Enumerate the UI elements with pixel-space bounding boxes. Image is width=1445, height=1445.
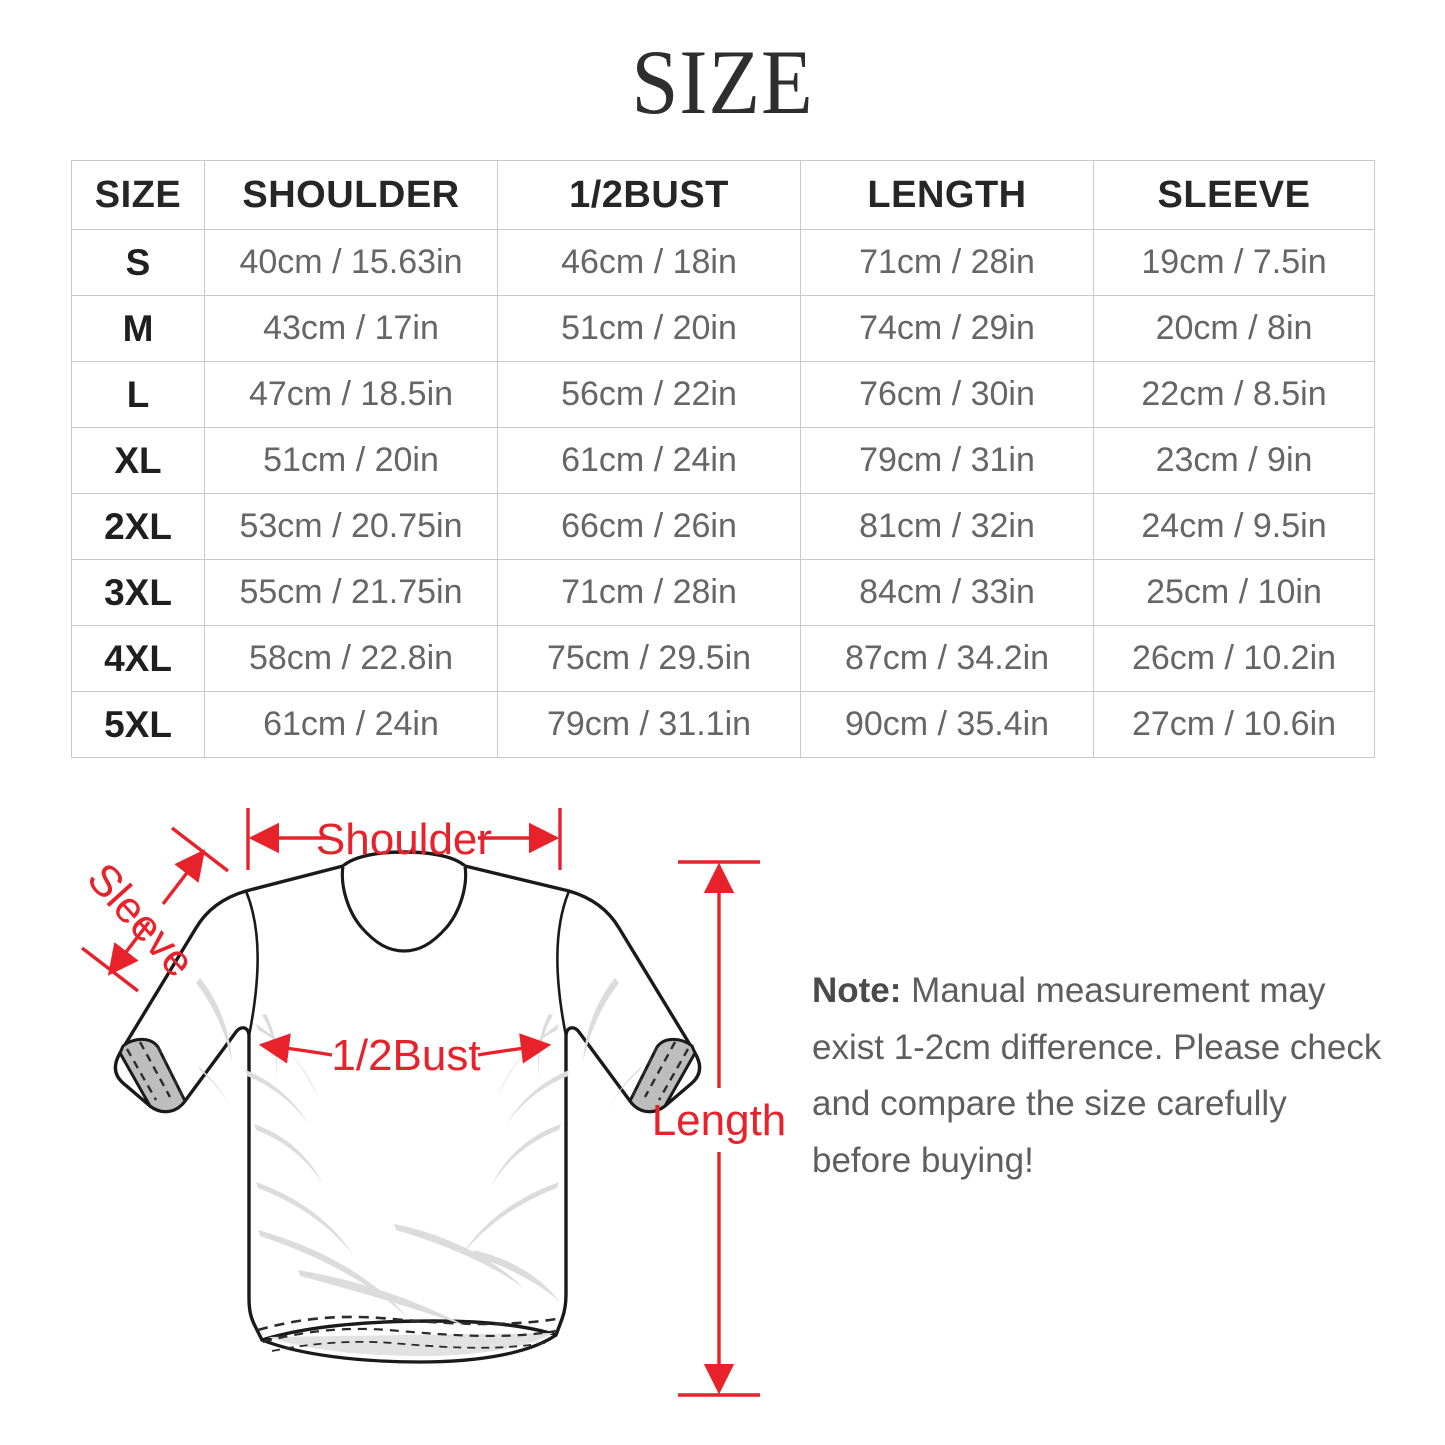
sleeve-cuff-right-hem-1: [657, 1048, 690, 1101]
note-label: Note:: [812, 971, 902, 1010]
bottom-hem-stitch-2: [262, 1327, 557, 1344]
cell-sleeve: 19cm / 7.5in: [1093, 229, 1375, 296]
table-row: L 47cm / 18.5in 56cm / 22in 76cm / 30in …: [71, 361, 1375, 428]
sleeve-cuff-left-hem-3: [157, 1046, 186, 1102]
size-chart-table: SIZE SHOULDER 1/2BUST LENGTH SLEEVE S 40…: [71, 160, 1375, 758]
cell-size: M: [71, 295, 205, 362]
bust-arrow-right: [477, 1033, 552, 1064]
cell-sleeve: 24cm / 9.5in: [1093, 493, 1375, 560]
table-row: M 43cm / 17in 51cm / 20in 74cm / 29in 20…: [71, 295, 1375, 362]
sleeve-tick-upper: [170, 826, 230, 873]
cell-length: 76cm / 30in: [800, 361, 1094, 428]
cell-length: 79cm / 31in: [800, 427, 1094, 494]
cell-size: 2XL: [71, 493, 205, 560]
column-header-size: SIZE: [71, 160, 205, 230]
table-header-row: SIZE SHOULDER 1/2BUST LENGTH SLEEVE: [71, 160, 1375, 230]
collar-outer-edge: [340, 865, 468, 953]
bottom-hem-stitch-1: [257, 1315, 557, 1332]
sleeve-cuff-right-hem-3: [629, 1046, 658, 1102]
cell-bust: 66cm / 26in: [497, 493, 801, 560]
cell-shoulder: 58cm / 22.8in: [204, 625, 498, 692]
cell-size: 4XL: [71, 625, 205, 692]
cell-length: 74cm / 29in: [800, 295, 1094, 362]
table-row: 3XL 55cm / 21.75in 71cm / 28in 84cm / 33…: [71, 559, 1375, 626]
cell-bust: 56cm / 22in: [497, 361, 801, 428]
cell-shoulder: 47cm / 18.5in: [204, 361, 498, 428]
size-chart-container: SIZE SHOULDER 1/2BUST LENGTH SLEEVE S 40…: [71, 160, 1375, 758]
shoulder-label: Shoulder: [316, 815, 492, 864]
cell-shoulder: 51cm / 20in: [204, 427, 498, 494]
bottom-hem-inner: [268, 1333, 553, 1356]
shoulder-seam-right: [556, 890, 571, 1037]
cell-length: 84cm / 33in: [800, 559, 1094, 626]
column-header-shoulder: SHOULDER: [204, 160, 498, 230]
cell-size: L: [71, 361, 205, 428]
cell-bust: 75cm / 29.5in: [497, 625, 801, 692]
cell-length: 81cm / 32in: [800, 493, 1094, 560]
cell-shoulder: 61cm / 24in: [204, 691, 498, 758]
table-row: S 40cm / 15.63in 46cm / 18in 71cm / 28in…: [71, 229, 1375, 296]
column-header-length: LENGTH: [800, 160, 1094, 230]
bust-label: 1/2Bust: [331, 1031, 480, 1080]
cell-sleeve: 27cm / 10.6in: [1093, 691, 1375, 758]
cell-size: 5XL: [71, 691, 205, 758]
tshirt-measurement-diagram: Shoulder Sleeve 1/2Bust Length: [0, 770, 800, 1445]
sleeve-cuff-left-hem-1: [125, 1048, 158, 1101]
shoulder-seam-left: [244, 890, 259, 1037]
fabric-wrinkles: [196, 978, 642, 1326]
note-block: Note: Manual measurement may exist 1-2cm…: [812, 963, 1382, 1190]
sleeve-tick-lower: [80, 946, 140, 993]
cell-sleeve: 25cm / 10in: [1093, 559, 1375, 626]
table-row: 2XL 53cm / 20.75in 66cm / 26in 81cm / 32…: [71, 493, 1375, 560]
column-header-sleeve: SLEEVE: [1093, 160, 1375, 230]
table-row: XL 51cm / 20in 61cm / 24in 79cm / 31in 2…: [71, 427, 1375, 494]
cell-bust: 46cm / 18in: [497, 229, 801, 296]
cell-bust: 79cm / 31.1in: [497, 691, 801, 758]
tshirt-illustration: [113, 850, 702, 1364]
cell-sleeve: 23cm / 9in: [1093, 427, 1375, 494]
cell-shoulder: 53cm / 20.75in: [204, 493, 498, 560]
cell-bust: 51cm / 20in: [497, 295, 801, 362]
table-row: 5XL 61cm / 24in 79cm / 31.1in 90cm / 35.…: [71, 691, 1375, 758]
table-row: 4XL 58cm / 22.8in 75cm / 29.5in 87cm / 3…: [71, 625, 1375, 692]
page-title: SIZE: [631, 31, 814, 133]
cell-shoulder: 40cm / 15.63in: [204, 229, 498, 296]
length-label: Length: [652, 1096, 787, 1145]
cell-size: XL: [71, 427, 205, 494]
cell-shoulder: 43cm / 17in: [204, 295, 498, 362]
sleeve-arrow-up: [161, 849, 206, 906]
cell-sleeve: 20cm / 8in: [1093, 295, 1375, 362]
note-text: Manual measurement may exist 1-2cm diffe…: [812, 971, 1382, 1181]
cell-length: 90cm / 35.4in: [800, 691, 1094, 758]
cell-sleeve: 26cm / 10.2in: [1093, 625, 1375, 692]
cell-bust: 61cm / 24in: [497, 427, 801, 494]
bust-arrow-left: [258, 1033, 333, 1064]
cell-bust: 71cm / 28in: [497, 559, 801, 626]
sleeve-cuff-right-hem-2: [643, 1041, 677, 1098]
column-header-bust: 1/2BUST: [497, 160, 801, 230]
cell-sleeve: 22cm / 8.5in: [1093, 361, 1375, 428]
sleeve-arrow-down: [107, 920, 151, 976]
cell-shoulder: 55cm / 21.75in: [204, 559, 498, 626]
sleeve-cuff-left-hem-2: [138, 1041, 172, 1098]
cell-size: S: [71, 229, 205, 296]
cell-length: 71cm / 28in: [800, 229, 1094, 296]
cell-size: 3XL: [71, 559, 205, 626]
cell-length: 87cm / 34.2in: [800, 625, 1094, 692]
